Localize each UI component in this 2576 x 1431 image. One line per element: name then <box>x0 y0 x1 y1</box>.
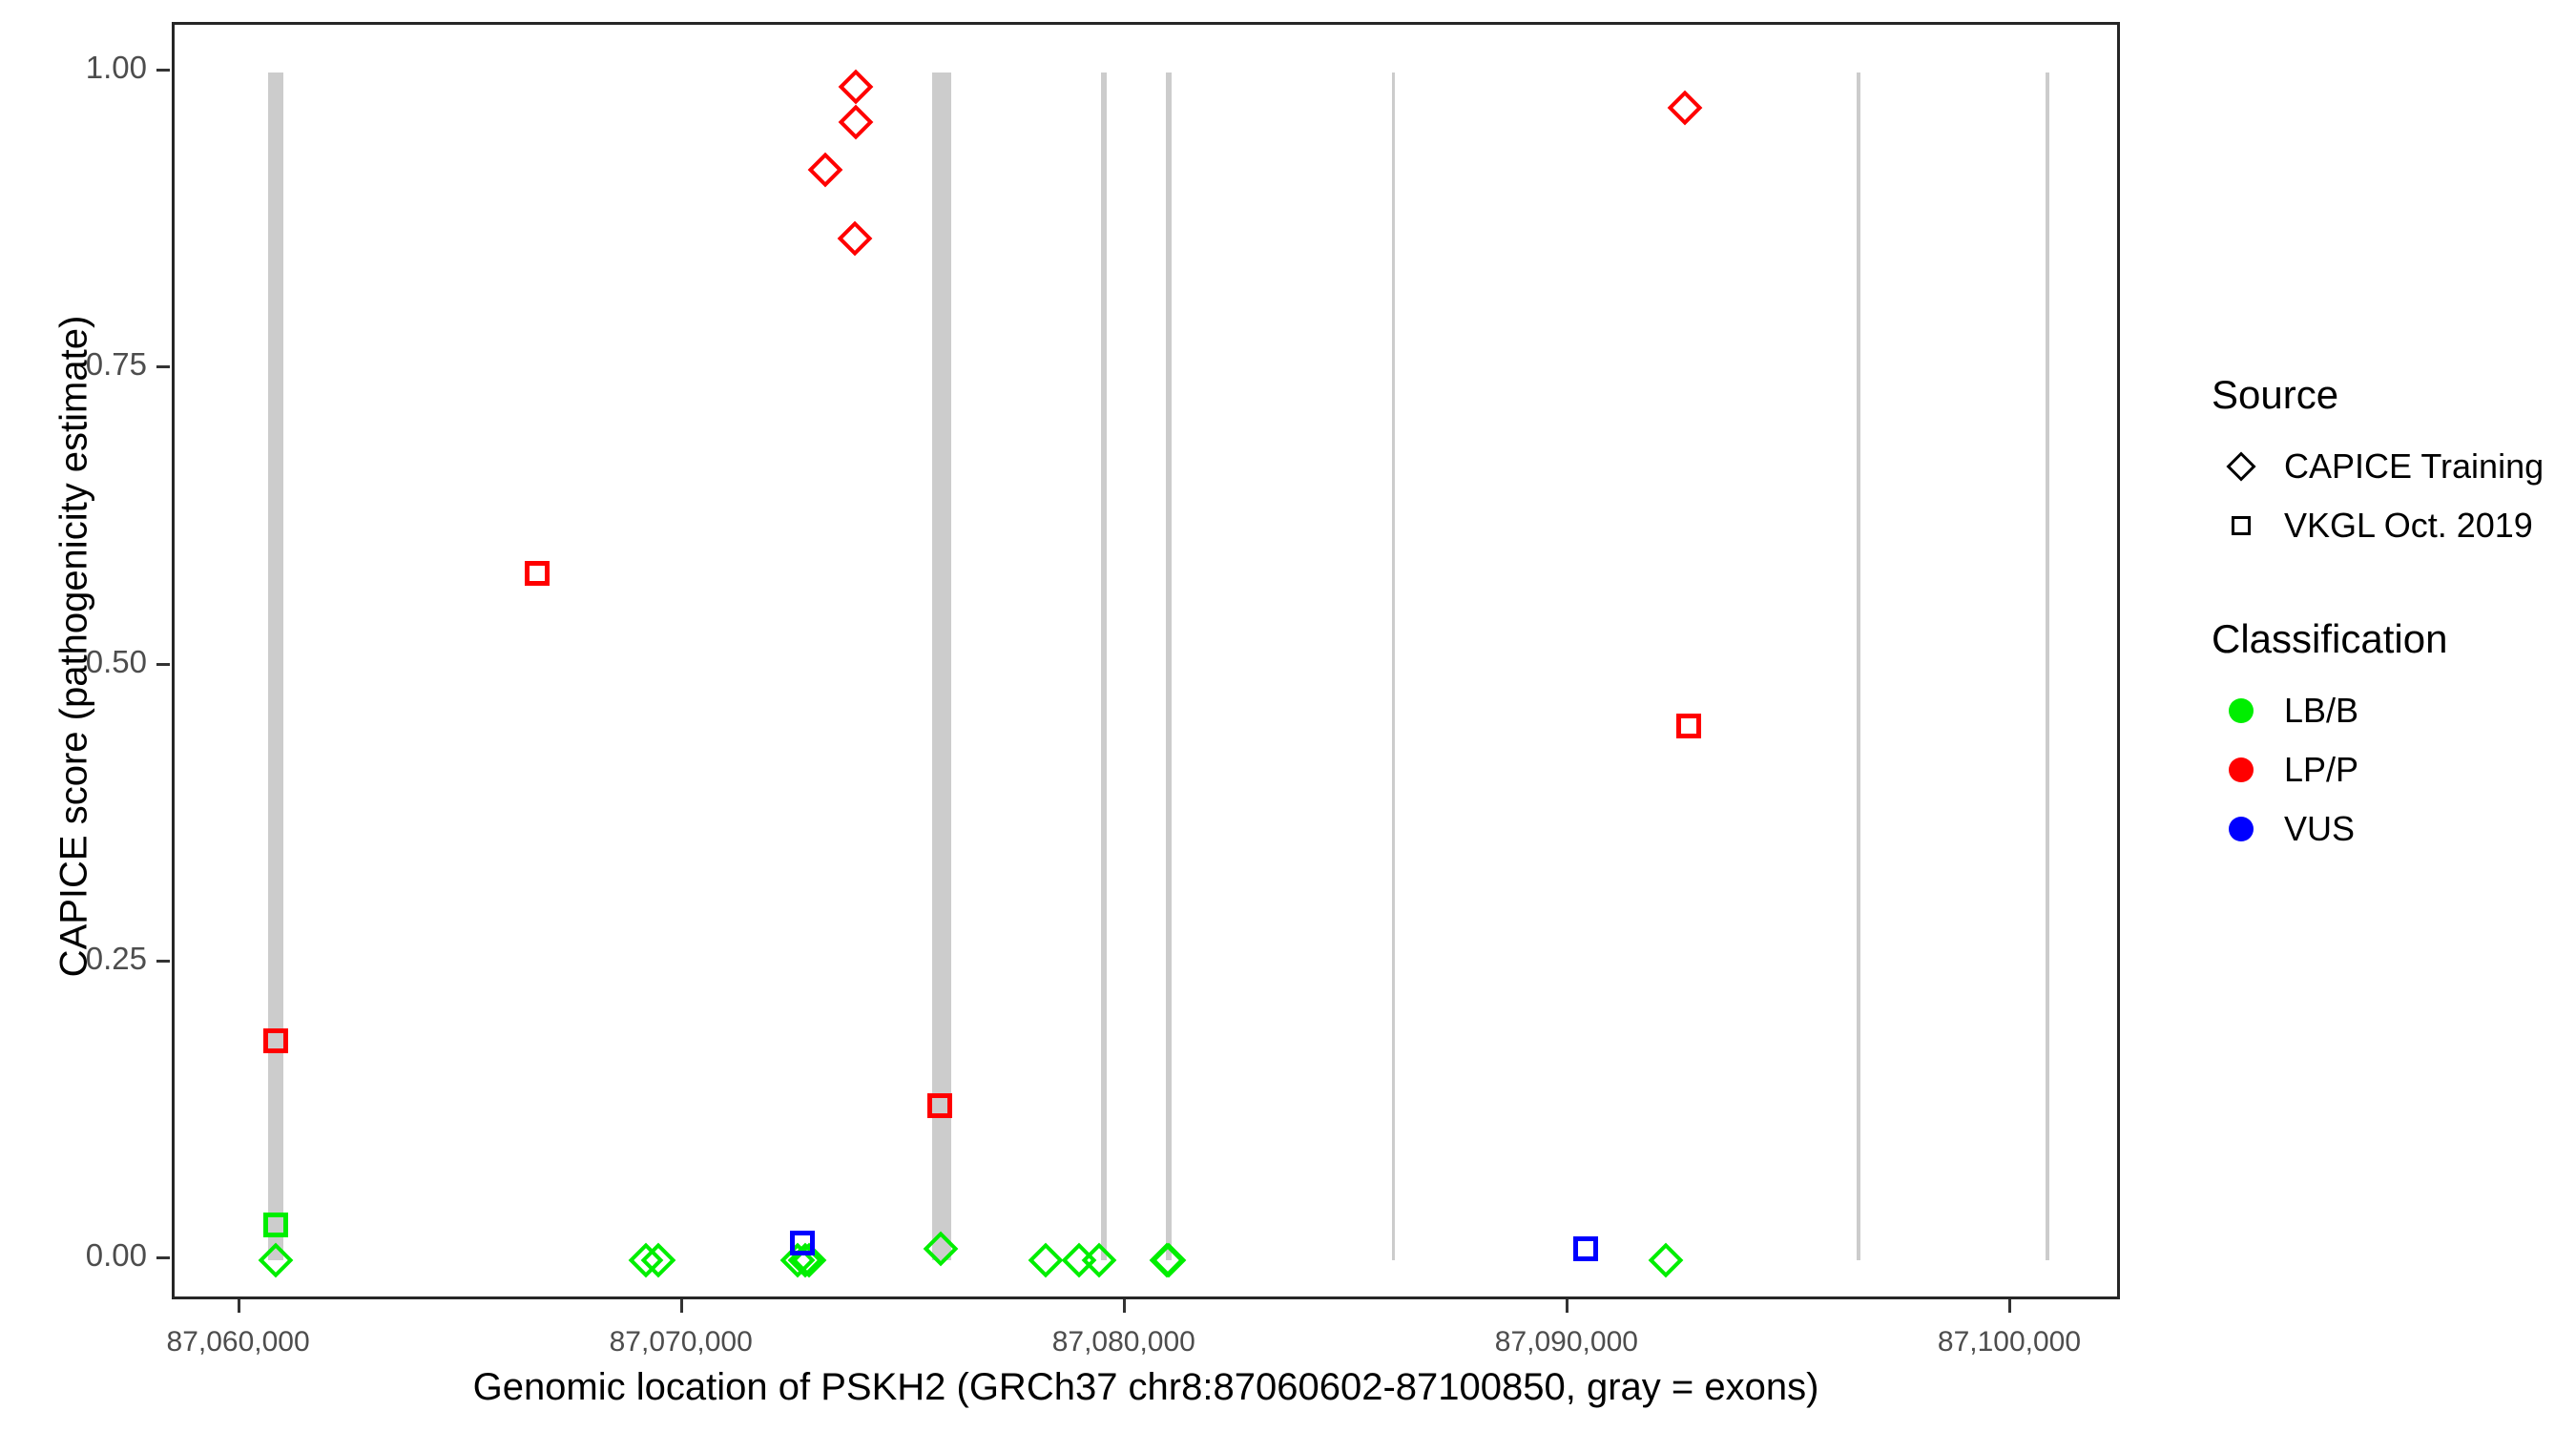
data-point[interactable] <box>1648 1243 1684 1278</box>
exon-bar <box>1856 72 1861 1261</box>
exon-bar <box>2046 72 2050 1261</box>
legend-item-vkgl[interactable]: VKGL Oct. 2019 <box>2212 496 2565 555</box>
y-axis-tick-label: 0.75 <box>85 346 147 383</box>
y-axis-tick-label: 1.00 <box>85 49 147 85</box>
data-point[interactable] <box>926 1093 952 1119</box>
diamond-icon <box>2226 451 2256 482</box>
data-point[interactable] <box>258 1243 294 1278</box>
plot-panel <box>172 22 2120 1299</box>
x-axis-tick <box>237 1299 240 1313</box>
legend-label-capice-training: CAPICE Training <box>2284 446 2545 486</box>
legend-key-dot-lpp <box>2212 740 2271 799</box>
data-point[interactable] <box>1667 90 1702 126</box>
exon-bar <box>1165 72 1172 1261</box>
data-point[interactable] <box>1081 1243 1117 1278</box>
data-point[interactable] <box>838 69 874 105</box>
x-axis-tick-label: 87,080,000 <box>1051 1326 1195 1358</box>
x-axis-tick <box>1122 1299 1126 1313</box>
data-point[interactable] <box>923 1231 959 1267</box>
legend-item-vus[interactable]: VUS <box>2212 799 2565 859</box>
y-axis-tick <box>156 68 170 72</box>
legend-label-lpp: LP/P <box>2284 750 2359 789</box>
legend-label-lbb: LB/B <box>2284 691 2359 730</box>
y-axis-tick <box>156 1256 170 1260</box>
legend-label-vus: VUS <box>2284 809 2356 848</box>
legend-key-dot-vus <box>2212 799 2271 859</box>
legend-key-square <box>2212 496 2271 555</box>
x-axis-tick-label: 87,090,000 <box>1494 1326 1638 1358</box>
circle-icon <box>2229 817 2254 841</box>
x-axis-tick <box>679 1299 683 1313</box>
legend-title-source: Source <box>2212 372 2339 417</box>
square-icon <box>2232 516 2251 535</box>
y-axis-tick-label: 0.00 <box>85 1237 147 1274</box>
x-axis-tick <box>1565 1299 1568 1313</box>
y-axis-tick-label: 0.25 <box>85 941 147 976</box>
data-point[interactable] <box>262 1213 288 1238</box>
legend-group-source: Source CAPICE Training VKGL Oct. 2019 <box>2212 372 2565 555</box>
y-axis-tick <box>156 365 170 369</box>
y-axis-tick <box>156 662 170 666</box>
x-axis-tick-label: 87,060,000 <box>166 1326 310 1358</box>
exon-bar <box>267 72 283 1261</box>
plot-area <box>175 25 2117 1296</box>
legend-item-capice-training[interactable]: CAPICE Training <box>2212 437 2565 496</box>
data-point[interactable] <box>1149 1243 1184 1278</box>
legend-label-vkgl: VKGL Oct. 2019 <box>2284 506 2533 545</box>
legend-group-classification: Classification LB/B LP/P VUS <box>2212 616 2565 859</box>
x-axis-tick <box>2007 1299 2011 1313</box>
data-point[interactable] <box>524 561 550 587</box>
data-point[interactable] <box>837 220 873 257</box>
data-point[interactable] <box>262 1027 288 1053</box>
x-axis-tick-label: 87,070,000 <box>609 1326 753 1358</box>
legend-item-lpp[interactable]: LP/P <box>2212 740 2565 799</box>
legend-key-dot-lbb <box>2212 681 2271 740</box>
data-point[interactable] <box>790 1230 816 1255</box>
x-axis-tick-label: 87,100,000 <box>1937 1326 2082 1358</box>
circle-icon <box>2229 757 2254 782</box>
legend-item-lbb[interactable]: LB/B <box>2212 681 2565 740</box>
legend-key-diamond <box>2212 437 2271 496</box>
data-point[interactable] <box>838 104 874 140</box>
x-axis-title: Genomic location of PSKH2 (GRCh37 chr8:8… <box>472 1366 1819 1408</box>
y-axis-tick-label: 0.50 <box>85 643 147 679</box>
data-point[interactable] <box>1676 713 1702 738</box>
data-point[interactable] <box>1572 1235 1598 1261</box>
data-point[interactable] <box>807 152 843 188</box>
data-point[interactable] <box>1028 1243 1064 1278</box>
exon-bar <box>1392 72 1396 1261</box>
legend: Source CAPICE Training VKGL Oct. 2019 Cl… <box>2212 372 2565 920</box>
exon-bar <box>1100 72 1108 1261</box>
legend-title-classification: Classification <box>2212 616 2448 661</box>
y-axis-tick <box>156 960 170 963</box>
exon-bar <box>931 72 952 1261</box>
circle-icon <box>2229 698 2254 723</box>
